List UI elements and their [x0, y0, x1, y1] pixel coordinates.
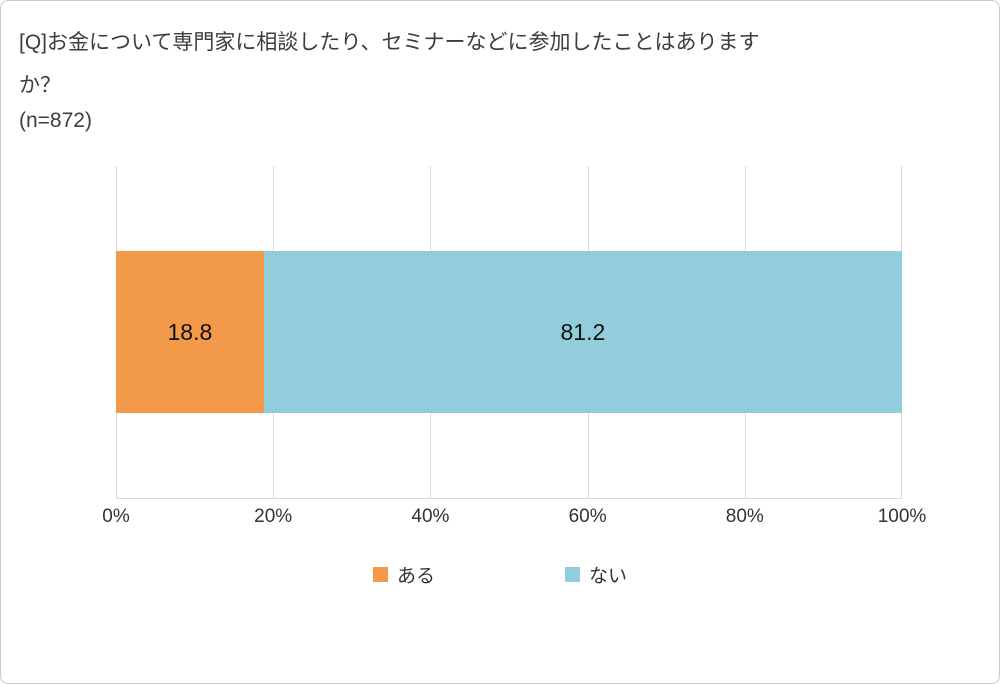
chart-title-line-1: [Q]お金について専門家に相談したり、セミナーなどに参加したことはあります — [19, 31, 760, 54]
x-tick-60: 60% — [568, 506, 607, 527]
plot-area: 18.8 81.2 — [116, 166, 902, 499]
chart-title-line-2: か？ — [19, 74, 61, 97]
x-tick-100: 100% — [877, 506, 927, 527]
legend-item-nai: ない — [565, 561, 627, 588]
data-label-aru: 18.8 — [167, 318, 213, 345]
x-tick-20: 20% — [254, 506, 293, 527]
legend: ある ない — [1, 561, 999, 588]
chart-title: [Q]お金について専門家に相談したり、セミナーなどに参加したことはあります か？ — [19, 21, 849, 107]
legend-label-aru: ある — [396, 566, 435, 587]
x-tick-80: 80% — [725, 506, 764, 527]
x-tick-40: 40% — [411, 506, 450, 527]
stacked-bar: 18.8 81.2 — [116, 251, 902, 413]
x-axis-ticks: 0% 20% 40% 60% 80% 100% — [102, 506, 926, 530]
bar-segment-nai: 81.2 — [263, 251, 902, 413]
sample-size-label: (n=872) — [19, 109, 92, 132]
legend-item-aru: ある — [372, 561, 435, 588]
bar-segment-aru: 18.8 — [116, 251, 264, 413]
legend-swatch-aru — [372, 567, 388, 582]
data-label-nai: 81.2 — [560, 318, 606, 345]
x-tick-0: 0% — [102, 506, 130, 527]
legend-label-nai: ない — [589, 566, 628, 587]
legend-swatch-nai — [565, 567, 580, 582]
